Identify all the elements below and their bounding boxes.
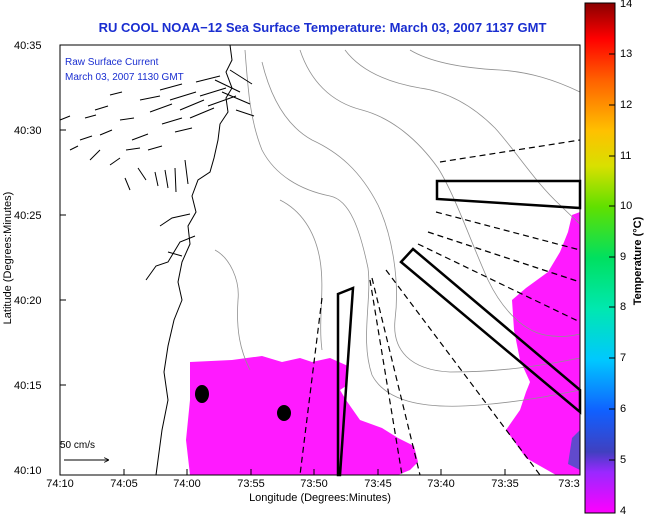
- bathymetry-contours: [214, 49, 581, 407]
- colorbar-tick: 6: [620, 403, 627, 415]
- sst-patch-east: [506, 212, 580, 475]
- colorbar-tick: 10: [620, 200, 633, 212]
- colorbar-tick: 5: [620, 454, 627, 466]
- sst-patch-blue: [568, 430, 580, 470]
- scale-label: 50 cm/s: [60, 440, 96, 451]
- y-tick: 40:10: [14, 465, 42, 477]
- colorbar-tick: 7: [620, 352, 627, 364]
- coastline: [145, 44, 233, 476]
- map-title: RU COOL NOAA−12 Sea Surface Temperature:…: [98, 20, 547, 35]
- station-marker: [195, 385, 209, 403]
- colorbar-tick: 13: [620, 48, 633, 60]
- y-tick: 40:20: [14, 295, 42, 307]
- x-tick: 73:45: [364, 478, 392, 490]
- y-tick: 40:15: [14, 380, 42, 392]
- inset-line-2: March 03, 2007 1130 GMT: [65, 72, 184, 83]
- x-axis-label: Longitude (Degrees:Minutes): [249, 492, 391, 504]
- y-tick: 40:35: [14, 40, 42, 52]
- station-marker: [277, 405, 291, 421]
- current-vectors: [59, 69, 255, 193]
- x-tick: 73:3: [558, 478, 580, 490]
- colorbar-tick: 14: [620, 0, 633, 10]
- y-tick: 40:30: [14, 125, 42, 137]
- current-inset-label: Raw Surface Current March 03, 2007 1130 …: [65, 55, 184, 85]
- inset-line-1: Raw Surface Current: [65, 57, 159, 68]
- sst-patch-south: [186, 356, 418, 475]
- colorbar: [584, 2, 616, 514]
- colorbar-tick: 4: [620, 505, 627, 517]
- x-tick: 73:40: [427, 478, 455, 490]
- x-tick: 74:00: [173, 478, 201, 490]
- radar-dashed-lines: [299, 139, 581, 476]
- x-tick: 73:35: [491, 478, 519, 490]
- plot-frame: [59, 44, 581, 476]
- axis-ticks: [60, 129, 506, 475]
- colorbar-tick: 9: [620, 251, 627, 263]
- x-tick: 74:05: [110, 478, 138, 490]
- x-tick: 73:50: [300, 478, 328, 490]
- colorbar-tick: 8: [620, 301, 627, 313]
- colorbar-tick: 12: [620, 99, 633, 111]
- x-tick: 74:10: [46, 478, 74, 490]
- y-tick: 40:25: [14, 210, 42, 222]
- colorbar-tick: 11: [620, 150, 632, 162]
- x-tick: 73:55: [237, 478, 265, 490]
- colorbar-ticks: [609, 53, 615, 461]
